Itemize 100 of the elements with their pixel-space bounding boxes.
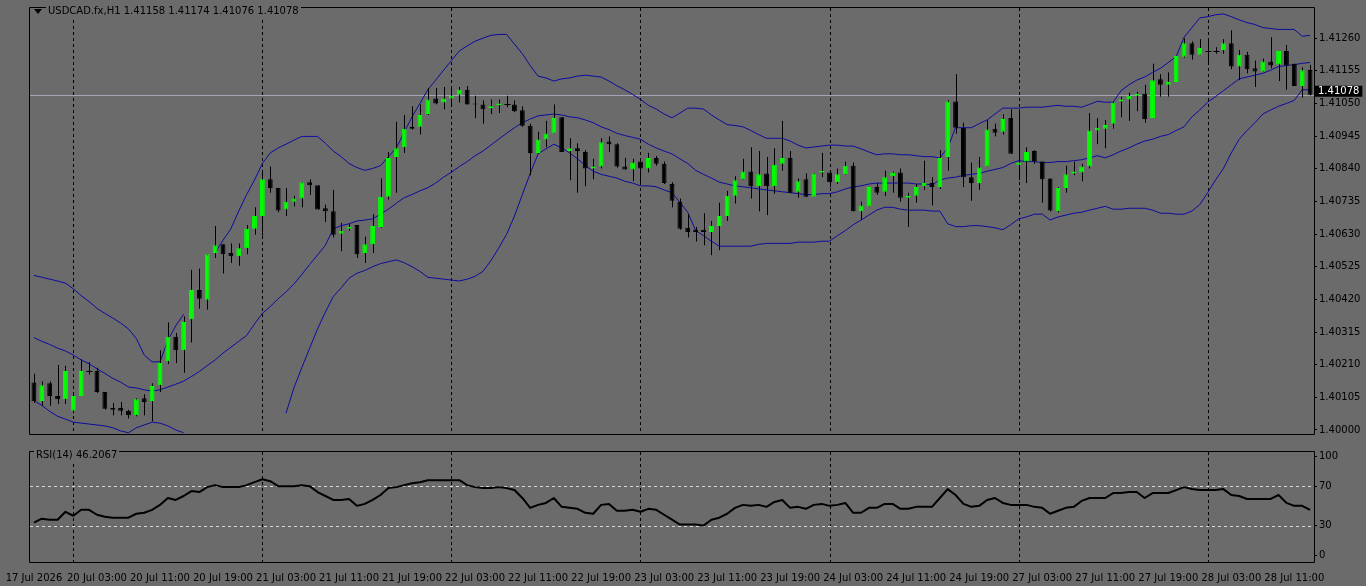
candlestick xyxy=(535,131,541,155)
x-tick-label: 20 Jul 03:00 xyxy=(66,571,127,583)
candlestick xyxy=(86,361,93,376)
candlestick xyxy=(244,224,250,255)
candlestick xyxy=(598,137,604,169)
x-tick-label: 23 Jul 03:00 xyxy=(634,571,695,583)
chart-title: RSI(14) 46.2067 xyxy=(34,449,120,461)
y-tick-label: 1.41260 xyxy=(1319,31,1361,43)
candlestick xyxy=(441,86,446,110)
chart-title: USDCAD.fx,H1 1.41158 1.41174 1.41076 1.41078 xyxy=(46,5,301,17)
candlestick xyxy=(913,183,919,204)
candlestick xyxy=(575,142,580,194)
x-tick-label: 23 Jul 19:00 xyxy=(760,571,821,583)
x-tick-label: 21 Jul 03:00 xyxy=(256,571,316,583)
candlestick xyxy=(1000,113,1006,136)
candlestick xyxy=(1276,50,1281,82)
candlestick xyxy=(133,397,139,417)
candlestick xyxy=(39,380,45,407)
candlestick xyxy=(141,393,147,416)
candlestick xyxy=(1063,165,1069,194)
y-tick-label: 1.40840 xyxy=(1319,162,1361,174)
candlestick xyxy=(393,121,399,194)
candlestick xyxy=(1252,60,1258,88)
candlestick xyxy=(1102,119,1108,149)
candlestick xyxy=(551,103,557,135)
candlestick xyxy=(1189,40,1195,61)
candlestick xyxy=(338,222,344,252)
candlestick xyxy=(779,120,785,172)
candlestick xyxy=(228,242,234,264)
candlestick xyxy=(756,150,762,212)
candlestick xyxy=(236,242,242,267)
candlestick xyxy=(212,225,218,259)
candlestick xyxy=(1094,117,1100,145)
y-tick-label: 1.40420 xyxy=(1319,292,1361,304)
y-tick-label: 1.40210 xyxy=(1319,358,1361,370)
candlestick xyxy=(1283,44,1289,91)
candlestick xyxy=(1024,146,1029,184)
candlestick xyxy=(1157,73,1163,98)
x-tick-label: 22 Jul 11:00 xyxy=(508,571,569,583)
candlestick xyxy=(685,213,691,238)
y-tick-label: 0 xyxy=(1319,548,1326,560)
candlestick xyxy=(362,236,368,264)
candlestick xyxy=(31,373,37,404)
x-tick-label: 28 Jul 11:00 xyxy=(1264,571,1325,583)
candlestick xyxy=(567,137,573,181)
x-tick-label: 23 Jul 11:00 xyxy=(697,571,758,583)
candlestick xyxy=(417,103,423,136)
candlestick xyxy=(716,202,722,251)
candlestick xyxy=(47,380,53,407)
candlestick xyxy=(764,156,769,216)
x-tick-label: 28 Jul 03:00 xyxy=(1201,571,1262,583)
y-tick-label: 1.40105 xyxy=(1319,390,1361,402)
candlestick xyxy=(1299,66,1305,99)
candlestick xyxy=(1110,101,1116,130)
candlestick xyxy=(1142,84,1148,124)
candlestick xyxy=(614,142,620,169)
y-tick-label: 30 xyxy=(1319,519,1332,531)
candlestick xyxy=(330,189,336,238)
candlestick xyxy=(252,206,257,236)
candlestick xyxy=(771,147,777,195)
candlestick xyxy=(921,160,927,191)
candlestick xyxy=(898,167,903,203)
x-tick-label: 27 Jul 19:00 xyxy=(1138,571,1199,583)
candlestick xyxy=(968,162,974,202)
candlestick xyxy=(645,152,651,173)
candlestick xyxy=(196,268,202,310)
candlestick xyxy=(1118,96,1124,118)
y-tick-label: 70 xyxy=(1319,479,1332,491)
candlestick xyxy=(267,166,273,194)
x-tick-label: 17 Jul 2026 xyxy=(5,571,63,583)
candlestick xyxy=(149,382,155,422)
candlestick xyxy=(370,213,376,254)
candlestick xyxy=(976,156,982,191)
candlestick xyxy=(275,187,281,213)
candlestick xyxy=(748,146,754,200)
candlestick xyxy=(519,105,525,128)
y-tick-label: 1.40945 xyxy=(1319,129,1361,141)
x-tick-label: 21 Jul 11:00 xyxy=(319,571,380,583)
y-tick-label: 1.41050 xyxy=(1319,97,1361,109)
y-tick-label: 1.40630 xyxy=(1319,227,1361,239)
y-tick-label: 1.40315 xyxy=(1319,325,1361,337)
candlestick xyxy=(1039,161,1045,204)
candlestick xyxy=(724,190,730,222)
x-tick-label: 27 Jul 11:00 xyxy=(1075,571,1136,583)
x-tick-label: 20 Jul 19:00 xyxy=(193,571,253,583)
candlestick xyxy=(708,220,714,256)
candlestick xyxy=(401,114,407,154)
ref-line-label: 1.41078 xyxy=(1318,84,1360,96)
y-tick-label: 1.41155 xyxy=(1319,64,1361,76)
candlestick xyxy=(1228,29,1234,70)
x-tick-label: 22 Jul 19:00 xyxy=(571,571,632,583)
y-tick-label: 1.40525 xyxy=(1319,260,1361,272)
candlestick xyxy=(173,332,179,364)
candlestick xyxy=(661,161,667,185)
x-tick-label: 20 Jul 11:00 xyxy=(129,571,190,583)
candlestick xyxy=(165,321,171,365)
candlestick xyxy=(582,149,588,187)
candlestick xyxy=(78,358,84,397)
y-tick-label: 1.40000 xyxy=(1319,423,1361,435)
candlestick xyxy=(882,170,888,197)
